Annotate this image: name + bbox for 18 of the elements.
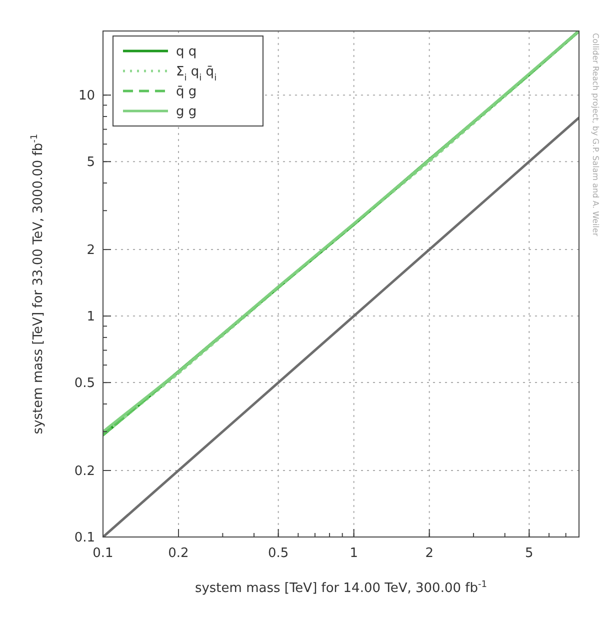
x-tick-label: 5	[525, 546, 534, 561]
text: Collider Reach project, by G.P. Salam and A. Weiler	[591, 33, 600, 237]
x-tick-label: 2	[425, 546, 434, 561]
y-tick-label: 2	[86, 243, 95, 258]
y-tick-label: 1	[86, 310, 95, 325]
y-tick-label: 0.5	[74, 376, 95, 392]
y-tick-label: 0.1	[74, 530, 95, 546]
x-tick-label: 0.2	[168, 546, 189, 561]
y-tick-label: 5	[86, 155, 95, 170]
y-tick-label: 0.2	[74, 464, 95, 480]
x-tick-label: 1	[350, 546, 358, 561]
x-axis-title: system mass [TeV] for 14.00 TeV, 300.00 fb$^{-1}$	[194, 580, 488, 596]
x-tick-label: 0.5	[268, 546, 289, 561]
legend-label: q q	[176, 44, 197, 60]
legend-label: Σ$_{i}$ q$_{i}$ q̄$_{i}$	[176, 64, 217, 84]
y-tick-label: 10	[78, 88, 95, 104]
legend-label: q̄ g	[176, 84, 197, 100]
legend-label: g g	[176, 104, 197, 120]
